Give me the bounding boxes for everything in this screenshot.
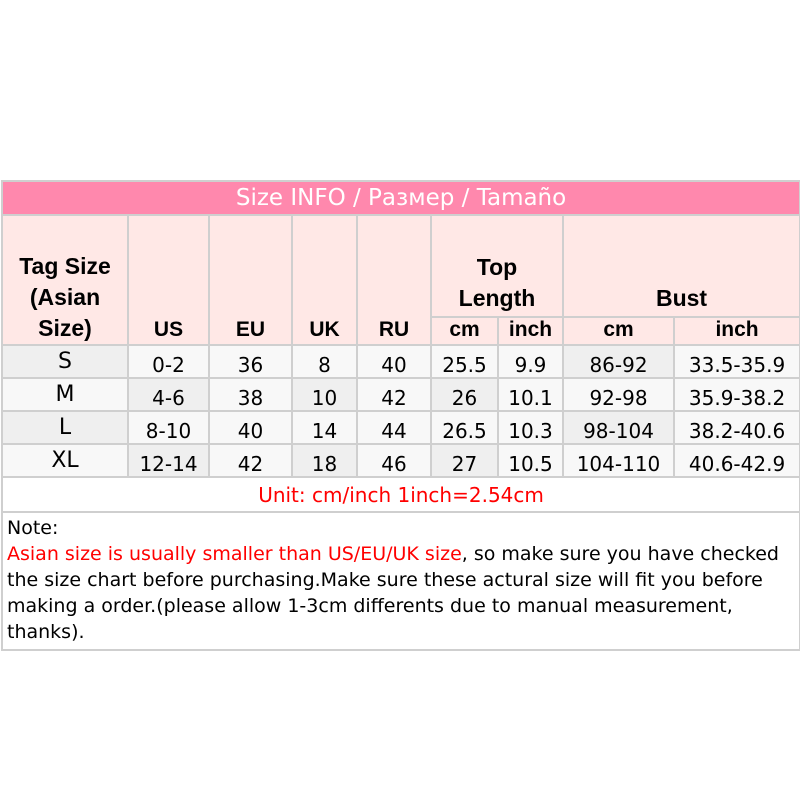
cell-bust-inch: 40.6-42.9 bbox=[672, 443, 800, 478]
cell-eu: 40 bbox=[208, 410, 293, 445]
cell-us: 0-2 bbox=[127, 344, 210, 379]
cell-eu: 36 bbox=[208, 344, 293, 379]
cell-uk: 14 bbox=[291, 410, 358, 445]
header-bust-cm: cm bbox=[562, 316, 675, 346]
cell-size: M bbox=[1, 377, 129, 412]
cell-top-inch: 10.1 bbox=[497, 377, 564, 412]
cell-ru: 46 bbox=[356, 443, 432, 478]
header-bust-inch: inch bbox=[672, 316, 800, 346]
cell-top-cm: 25.5 bbox=[430, 344, 499, 379]
cell-bust-inch: 33.5-35.9 bbox=[672, 344, 800, 379]
cell-eu: 38 bbox=[208, 377, 293, 412]
cell-bust-inch: 35.9-38.2 bbox=[672, 377, 800, 412]
cell-bust-inch: 38.2-40.6 bbox=[672, 410, 800, 445]
cell-top-inch: 10.5 bbox=[497, 443, 564, 478]
note-label: Note: bbox=[7, 517, 59, 539]
header-bust: Bust bbox=[561, 214, 800, 318]
cell-uk: 10 bbox=[291, 377, 358, 412]
table-row: S 0-2 36 8 40 25.5 9.9 86-92 33.5-35.9 bbox=[1, 344, 800, 379]
cell-top-inch: 10.3 bbox=[497, 410, 564, 445]
cell-us: 12-14 bbox=[127, 443, 210, 478]
header-uk: UK bbox=[291, 214, 358, 346]
cell-ru: 40 bbox=[356, 344, 432, 379]
cell-top-cm: 26 bbox=[430, 377, 499, 412]
cell-eu: 42 bbox=[208, 443, 293, 478]
note-block: Note: Asian size is usually smaller than… bbox=[0, 511, 800, 651]
table-row: M 4-6 38 10 42 26 10.1 92-98 35.9-38.2 bbox=[1, 377, 800, 412]
cell-size: L bbox=[1, 410, 129, 445]
unit-note: Unit: cm/inch 1inch=2.54cm bbox=[0, 476, 800, 513]
cell-uk: 8 bbox=[291, 344, 358, 379]
table-row: XL 12-14 42 18 46 27 10.5 104-110 40.6-4… bbox=[1, 443, 800, 478]
cell-bust-cm: 86-92 bbox=[562, 344, 675, 379]
cell-bust-cm: 98-104 bbox=[562, 410, 675, 445]
header-us: US bbox=[127, 214, 210, 346]
cell-size: S bbox=[1, 344, 129, 379]
header-top-cm: cm bbox=[430, 316, 499, 346]
note-warning: Asian size is usually smaller than US/EU… bbox=[7, 543, 462, 565]
cell-us: 4-6 bbox=[127, 377, 210, 412]
header-top-length: Top Length bbox=[430, 214, 564, 318]
cell-ru: 44 bbox=[356, 410, 432, 445]
cell-size: XL bbox=[1, 443, 129, 478]
header-ru: RU bbox=[356, 214, 432, 346]
note-text: , so make sure you have checked the size… bbox=[7, 543, 779, 643]
header-top-inch: inch bbox=[497, 316, 564, 346]
cell-ru: 42 bbox=[356, 377, 432, 412]
size-chart-table: Size INFO / Размер / Tamaño Tag Size (Asi… bbox=[0, 180, 800, 651]
table-title: Size INFO / Размер / Tamaño bbox=[0, 180, 800, 216]
header-tag-size: Tag Size (Asian Size) bbox=[1, 214, 129, 346]
cell-top-cm: 26.5 bbox=[430, 410, 499, 445]
cell-top-inch: 9.9 bbox=[497, 344, 564, 379]
cell-bust-cm: 104-110 bbox=[562, 443, 675, 478]
cell-us: 8-10 bbox=[127, 410, 210, 445]
cell-top-cm: 27 bbox=[430, 443, 499, 478]
cell-uk: 18 bbox=[291, 443, 358, 478]
cell-bust-cm: 92-98 bbox=[562, 377, 675, 412]
table-row: L 8-10 40 14 44 26.5 10.3 98-104 38.2-40… bbox=[1, 410, 800, 445]
header-eu: EU bbox=[208, 214, 293, 346]
